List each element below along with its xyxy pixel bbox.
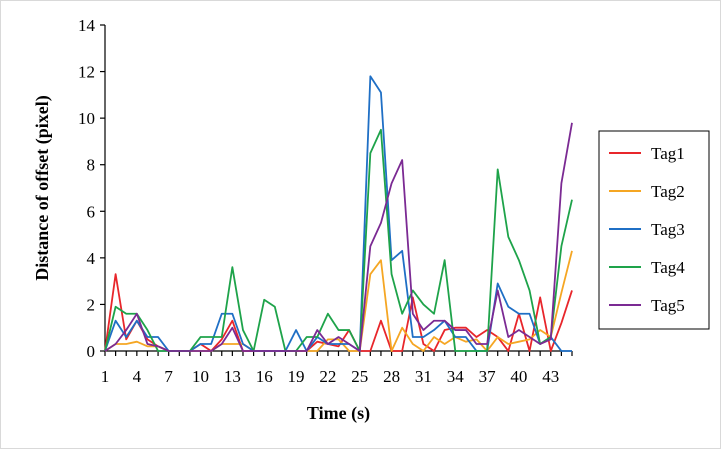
y-tick-label: 12: [78, 63, 95, 82]
x-tick-labels: 1 4 7 10 13 16 19 22 25 28 31 34 37 40 43: [101, 367, 560, 386]
y-tick-label: 2: [87, 295, 96, 314]
x-tick-label: 4: [133, 367, 142, 386]
y-axis-title: Distance of offset (pixel): [32, 95, 53, 280]
legend-label: Tag2: [651, 182, 685, 201]
series-line-tag2: [104, 250, 573, 352]
series-lines: [104, 75, 573, 352]
x-axis-title: Time (s): [307, 403, 370, 424]
y-tick-label: 8: [87, 156, 96, 175]
y-tick-label: 6: [87, 202, 96, 221]
series-line-tag5: [104, 122, 573, 352]
y-tick-label: 0: [87, 342, 96, 361]
x-tick-label: 19: [288, 367, 305, 386]
y-tick-labels: 0 2 4 6 8 10 12 14: [78, 16, 96, 361]
x-tick-label: 22: [319, 367, 336, 386]
x-tick-label: 40: [510, 367, 527, 386]
x-tick-label: 31: [415, 367, 432, 386]
x-tick-label: 37: [479, 367, 497, 386]
y-tick-label: 10: [78, 109, 95, 128]
y-tick-label: 4: [87, 249, 96, 268]
x-tick-label: 34: [447, 367, 465, 386]
series-line-tag4: [104, 128, 573, 352]
x-tick-label: 28: [383, 367, 400, 386]
x-tick-label: 25: [351, 367, 368, 386]
legend: Tag1 Tag2 Tag3 Tag4 Tag5: [598, 130, 710, 330]
legend-label: Tag1: [651, 144, 685, 163]
legend-label: Tag4: [651, 258, 685, 277]
x-tick-label: 1: [101, 367, 110, 386]
x-tick-label: 13: [224, 367, 241, 386]
x-tick-label: 43: [542, 367, 559, 386]
x-tick-label: 16: [256, 367, 273, 386]
y-tick-label: 14: [78, 16, 96, 35]
x-tick-label: 7: [164, 367, 173, 386]
legend-label: Tag5: [651, 296, 685, 315]
legend-label: Tag3: [651, 220, 685, 239]
x-tick-label: 10: [192, 367, 209, 386]
